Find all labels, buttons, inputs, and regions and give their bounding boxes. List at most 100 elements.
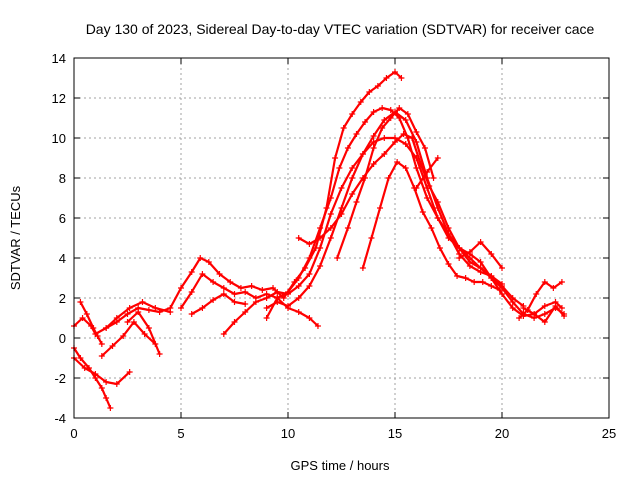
data-point — [477, 265, 484, 271]
data-point — [426, 183, 433, 189]
data-point — [374, 83, 381, 89]
data-point — [533, 291, 540, 297]
y-axis-label: SDTVAR / TECUs — [8, 185, 23, 290]
series-line — [265, 296, 320, 328]
data-point — [145, 325, 152, 331]
data-point — [81, 365, 88, 371]
data-point — [94, 333, 101, 339]
data-point — [400, 131, 407, 137]
series-pass-18 — [188, 291, 249, 317]
data-point — [83, 311, 90, 317]
data-point — [383, 75, 390, 81]
y-tick-label: 14 — [52, 51, 66, 66]
data-point — [242, 301, 249, 307]
data-point — [248, 283, 255, 289]
data-point — [357, 99, 364, 105]
data-point — [381, 151, 388, 157]
data-point — [135, 309, 142, 315]
data-point — [419, 209, 426, 215]
data-point — [220, 291, 227, 297]
data-point — [477, 239, 484, 245]
data-point — [349, 111, 356, 117]
data-point — [340, 125, 347, 131]
data-point — [327, 195, 334, 201]
data-point — [314, 323, 321, 329]
data-point — [344, 225, 351, 231]
data-point — [167, 305, 174, 311]
data-point — [199, 305, 206, 311]
data-point — [338, 211, 345, 217]
series-pass-19 — [263, 295, 321, 329]
data-point — [220, 285, 227, 291]
data-point — [242, 309, 249, 315]
data-point — [402, 117, 409, 123]
data-point — [396, 105, 403, 111]
data-point — [327, 211, 334, 217]
data-point — [317, 245, 324, 251]
y-tick-label: -4 — [54, 411, 66, 426]
data-point — [541, 311, 548, 317]
series-pass-14 — [456, 239, 505, 271]
data-point — [349, 191, 356, 197]
data-point — [558, 279, 565, 285]
data-point — [413, 185, 420, 191]
data-point — [488, 251, 495, 257]
data-point — [263, 295, 270, 301]
data-point — [274, 289, 281, 295]
data-point — [385, 175, 392, 181]
x-tick-label: 0 — [70, 426, 77, 441]
data-point — [477, 259, 484, 265]
data-point — [139, 299, 146, 305]
plot-frame — [73, 57, 610, 419]
data-point — [462, 275, 469, 281]
y-tick-label: 12 — [52, 91, 66, 106]
series-pass-2 — [77, 299, 105, 347]
data-point — [454, 273, 461, 279]
data-point — [145, 307, 152, 313]
x-axis-ticks: 0 5 10 15 20 25 — [70, 58, 616, 441]
data-point — [98, 385, 105, 391]
data-point — [210, 279, 217, 285]
data-point — [558, 305, 565, 311]
data-point — [220, 331, 227, 337]
series-pass-11 — [334, 105, 437, 261]
data-point — [113, 319, 120, 325]
series-pass-15 — [516, 279, 565, 321]
data-point — [295, 295, 302, 301]
data-point — [327, 235, 334, 241]
x-axis-label: GPS time / hours — [291, 458, 390, 473]
data-point — [387, 115, 394, 121]
series-pass-8 — [220, 135, 568, 337]
data-point — [552, 303, 559, 309]
data-point — [270, 285, 277, 291]
data-point — [379, 105, 386, 111]
data-point — [417, 161, 424, 167]
data-point — [306, 315, 313, 321]
data-point — [394, 159, 401, 165]
data-point — [263, 315, 270, 321]
series-line — [336, 106, 435, 260]
data-point — [430, 175, 437, 181]
data-point — [124, 311, 131, 317]
data-point — [541, 303, 548, 309]
data-point — [445, 261, 452, 267]
data-point — [156, 309, 163, 315]
x-tick-label: 25 — [602, 426, 616, 441]
series-pass-10 — [295, 131, 505, 287]
data-point — [126, 369, 133, 375]
data-point — [456, 255, 463, 261]
data-point — [434, 155, 441, 161]
data-point — [130, 319, 137, 325]
data-point — [353, 199, 360, 205]
data-point — [103, 379, 110, 385]
data-point — [392, 69, 398, 75]
data-point — [377, 205, 384, 211]
y-tick-label: -2 — [54, 371, 66, 386]
data-point — [520, 305, 527, 311]
data-point — [402, 141, 409, 147]
x-tick-label: 20 — [495, 426, 509, 441]
data-point — [424, 195, 431, 201]
data-point — [404, 111, 411, 117]
data-point — [466, 249, 473, 255]
